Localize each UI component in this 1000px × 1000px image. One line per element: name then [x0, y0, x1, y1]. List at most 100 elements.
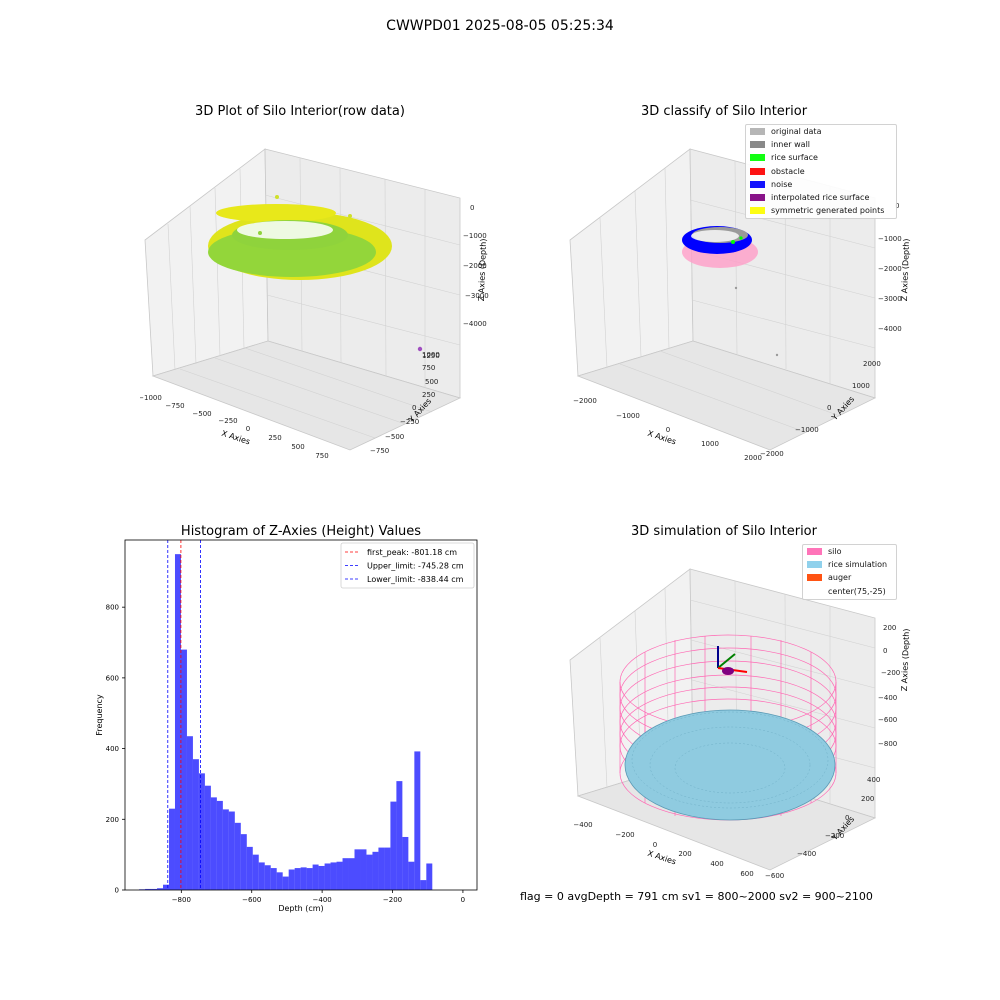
y-tick-label: 1000	[852, 382, 870, 390]
classify-3d-plot[interactable]: −2000−1000010002000−2000−10000100020000−…	[565, 140, 925, 470]
simulation-plot-title: 3D simulation of Silo Interior	[631, 524, 817, 539]
y-tick-label: 0	[845, 814, 849, 822]
histogram-bar	[169, 808, 175, 890]
y-tick-label: −250	[400, 418, 419, 426]
y-tick-label: 400	[867, 776, 880, 784]
histogram-legend: first_peak: -801.18 cm Upper_limit: -745.…	[340, 542, 475, 589]
y-tick-label: −600	[765, 872, 784, 880]
legend-label: symmetric generated points	[771, 206, 885, 216]
histogram-bar	[264, 865, 271, 890]
legend-item: rice simulation	[803, 558, 896, 571]
legend-swatch	[750, 194, 765, 202]
y-tick-label: −200	[825, 832, 844, 840]
histogram-bar	[222, 809, 229, 890]
y-tick-label: −400	[797, 850, 816, 858]
histogram-bar	[318, 865, 325, 890]
x-tick-label: −200	[615, 831, 634, 839]
x-tick-label: 250	[268, 434, 281, 442]
y-tick-label: −750	[370, 447, 389, 455]
histogram-bar	[414, 751, 421, 890]
histogram-bar	[360, 849, 367, 890]
histogram-bar	[384, 847, 391, 890]
legend-swatch	[807, 548, 822, 556]
classify-plot-title: 3D classify of Silo Interior	[640, 104, 808, 119]
status-line: flag = 0 avgDepth = 791 cm sv1 = 800~200…	[520, 890, 873, 903]
histogram-chart[interactable]: −800 −600 −400 −200 0 0 200 400 600 800 Depth (cm…	[80, 530, 490, 920]
z-tick-label: 200	[883, 624, 896, 632]
x-tick-label: 750	[315, 452, 328, 460]
histogram-bar	[240, 834, 247, 890]
histogram-bar	[408, 861, 415, 890]
x-tick-label: 0	[666, 426, 670, 434]
legend-label: original data	[771, 127, 822, 137]
histogram-bar	[306, 868, 313, 890]
x-tick-label: 400	[710, 860, 723, 868]
legend-swatch	[807, 561, 822, 569]
histogram-bar	[151, 888, 158, 890]
legend-swatch	[807, 574, 822, 582]
z-tick-label: −3000	[465, 292, 489, 300]
y-tick-label: 1000	[422, 351, 440, 359]
z-axis-label: Z Axies (Depth)	[900, 628, 911, 691]
z-tick-label: −2000	[878, 265, 902, 273]
histogram-bar	[402, 836, 409, 890]
x-tick-label: 2000	[744, 454, 762, 462]
z-tick-label: 0	[883, 647, 887, 655]
histogram-frame	[124, 539, 478, 891]
legend-item: interpolated rice surface	[746, 191, 896, 204]
legend-item: noise	[746, 178, 896, 191]
raw-3d-panes	[144, 148, 462, 451]
z-tick-label: −1000	[463, 232, 487, 240]
x-tick-label: −2000	[573, 397, 597, 405]
histogram-bar	[204, 785, 211, 890]
legend-item: silo	[803, 545, 896, 558]
z-axis-label: Z Axies (Depth)	[477, 238, 488, 301]
histogram-bar	[324, 863, 331, 890]
histogram-bar	[300, 867, 307, 890]
histogram-bar	[210, 797, 217, 890]
z-tick-label: −800	[878, 740, 897, 748]
histogram-x-label: Depth (cm)	[278, 904, 323, 913]
histogram-y-tick-label: 0	[115, 887, 119, 895]
legend-item: rice surface	[746, 151, 896, 164]
y-tick-label: −1000	[795, 426, 819, 434]
raw-3d-plot[interactable]: −1000−750−500−2500250500750−750−500−2500…	[140, 140, 500, 470]
histogram-y-tick-label: 400	[106, 745, 119, 753]
auger-marker	[717, 646, 748, 675]
legend-label: silo	[828, 547, 842, 557]
histogram-bar	[342, 858, 349, 890]
legend-swatch	[750, 207, 765, 215]
legend-item: symmetric generated points	[746, 204, 896, 217]
histogram-legend-label: Upper_limit: -745.28 cm	[367, 562, 464, 571]
histogram-bar	[186, 736, 193, 890]
z-tick-label: 0	[895, 202, 899, 210]
x-tick-label: 200	[678, 850, 691, 858]
z-tick-label: −200	[881, 669, 900, 677]
histogram-bar	[216, 800, 223, 890]
y-tick-label: 0	[412, 404, 416, 412]
legend-label: interpolated rice surface	[771, 193, 870, 203]
legend-label: center(75,-25)	[828, 586, 886, 596]
simulation-3d-plot[interactable]: −400 −200 0 200 400 600 −600 −400 −200 0 200 400 200…	[565, 560, 925, 890]
legend-label: auger	[828, 573, 852, 583]
histogram-y-tick-label: 200	[106, 816, 119, 824]
x-tick-label: −400	[573, 821, 592, 829]
x-tick-label: 500	[291, 443, 304, 451]
y-tick-label: 250	[422, 391, 435, 399]
histogram-bar	[372, 851, 379, 890]
rice-simulation-surface	[624, 709, 836, 821]
histogram-x-tick-label: −600	[242, 896, 261, 904]
y-tick-label: 750	[422, 364, 435, 372]
legend-label: rice simulation	[828, 560, 888, 570]
histogram-reference-lines	[167, 540, 201, 890]
histogram-bar	[390, 801, 397, 890]
legend-swatch	[750, 180, 765, 188]
z-tick-label: −4000	[878, 325, 902, 333]
legend-label: obstacle	[771, 166, 805, 176]
histogram-title: Histogram of Z-Axies (Height) Values	[180, 524, 422, 539]
legend-item: center(75,-25)	[803, 585, 896, 598]
x-tick-label: −1000	[140, 394, 162, 402]
histogram-ticks: −800 −600 −400 −200 0 0 200 400 600 800	[106, 604, 466, 904]
histogram-bar	[174, 554, 181, 890]
legend-item: obstacle	[746, 165, 896, 178]
